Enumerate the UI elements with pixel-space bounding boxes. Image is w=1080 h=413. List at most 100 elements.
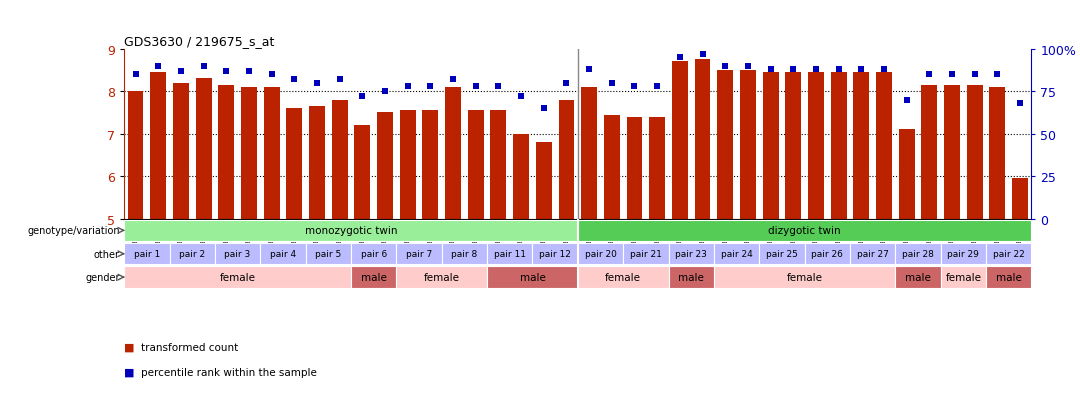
Text: male: male xyxy=(678,273,704,282)
Bar xyxy=(195,79,212,219)
Text: pair 2: pair 2 xyxy=(179,249,205,259)
Text: pair 22: pair 22 xyxy=(993,249,1025,259)
Bar xyxy=(967,85,983,219)
Bar xyxy=(944,85,960,219)
Bar xyxy=(895,243,941,265)
Bar xyxy=(895,267,941,288)
Point xyxy=(966,72,983,78)
Text: pair 25: pair 25 xyxy=(766,249,798,259)
Bar xyxy=(351,267,396,288)
Bar xyxy=(218,85,234,219)
Bar xyxy=(714,267,895,288)
Text: female: female xyxy=(219,273,256,282)
Text: ■: ■ xyxy=(124,367,135,377)
Bar xyxy=(941,243,986,265)
Point xyxy=(467,83,484,90)
Point xyxy=(512,94,529,100)
Text: GDS3630 / 219675_s_at: GDS3630 / 219675_s_at xyxy=(124,36,274,48)
Bar xyxy=(578,267,669,288)
Text: female: female xyxy=(945,273,982,282)
Bar xyxy=(260,243,306,265)
Point xyxy=(807,66,824,73)
Bar xyxy=(513,134,529,219)
Point xyxy=(693,51,711,58)
Bar xyxy=(853,73,869,219)
Point xyxy=(603,80,620,87)
Text: dizygotic twin: dizygotic twin xyxy=(768,226,841,236)
Bar xyxy=(669,243,714,265)
Text: pair 20: pair 20 xyxy=(584,249,617,259)
Point xyxy=(784,66,801,73)
Point xyxy=(172,68,190,75)
Text: female: female xyxy=(786,273,823,282)
Text: male: male xyxy=(996,273,1022,282)
Text: pair 23: pair 23 xyxy=(675,249,707,259)
Text: pair 27: pair 27 xyxy=(856,249,889,259)
Text: pair 1: pair 1 xyxy=(134,249,160,259)
Bar xyxy=(215,243,260,265)
Bar xyxy=(986,267,1031,288)
Point xyxy=(557,80,575,87)
Bar xyxy=(669,267,714,288)
Bar xyxy=(941,267,986,288)
Bar xyxy=(672,62,688,219)
Text: pair 5: pair 5 xyxy=(315,249,341,259)
Point xyxy=(309,80,326,87)
Bar xyxy=(400,111,416,219)
Bar xyxy=(921,85,937,219)
Text: other: other xyxy=(94,249,120,259)
Point xyxy=(353,94,370,100)
Bar xyxy=(332,100,348,219)
Bar xyxy=(578,243,623,265)
Bar xyxy=(396,243,442,265)
Point xyxy=(535,106,552,112)
Bar xyxy=(124,220,578,242)
Bar xyxy=(623,243,669,265)
Bar xyxy=(173,83,189,219)
Bar xyxy=(578,220,1031,242)
Text: pair 21: pair 21 xyxy=(630,249,662,259)
Bar xyxy=(989,88,1005,219)
Point xyxy=(829,66,847,73)
Bar xyxy=(649,117,665,219)
Point xyxy=(580,66,597,73)
Point xyxy=(852,66,869,73)
Point xyxy=(875,66,892,73)
Point xyxy=(445,77,462,83)
Point xyxy=(648,83,665,90)
Text: ■: ■ xyxy=(124,342,135,352)
Bar xyxy=(490,111,507,219)
Point xyxy=(717,63,734,70)
Text: pair 26: pair 26 xyxy=(811,249,843,259)
Text: percentile rank within the sample: percentile rank within the sample xyxy=(141,367,318,377)
Text: genotype/variation: genotype/variation xyxy=(27,226,120,236)
Bar xyxy=(899,130,915,219)
Text: pair 4: pair 4 xyxy=(270,249,296,259)
Bar xyxy=(694,60,711,219)
Bar xyxy=(377,113,393,219)
Bar xyxy=(532,243,578,265)
Bar xyxy=(1012,179,1028,219)
Text: pair 7: pair 7 xyxy=(406,249,432,259)
Point xyxy=(671,55,689,62)
Point xyxy=(897,97,915,104)
Text: male: male xyxy=(905,273,931,282)
Bar xyxy=(354,126,370,219)
Bar xyxy=(604,115,620,219)
Point xyxy=(240,68,257,75)
Text: pair 24: pair 24 xyxy=(720,249,753,259)
Bar xyxy=(422,111,438,219)
Text: male: male xyxy=(519,273,545,282)
Bar xyxy=(831,73,847,219)
Bar xyxy=(468,111,484,219)
Text: pair 6: pair 6 xyxy=(361,249,387,259)
Point xyxy=(264,72,281,78)
Text: pair 3: pair 3 xyxy=(225,249,251,259)
Bar xyxy=(351,243,396,265)
Text: pair 11: pair 11 xyxy=(494,249,526,259)
Bar xyxy=(876,73,892,219)
Text: monozygotic twin: monozygotic twin xyxy=(305,226,397,236)
Bar xyxy=(558,100,575,219)
Point xyxy=(920,72,937,78)
Point xyxy=(376,89,393,95)
